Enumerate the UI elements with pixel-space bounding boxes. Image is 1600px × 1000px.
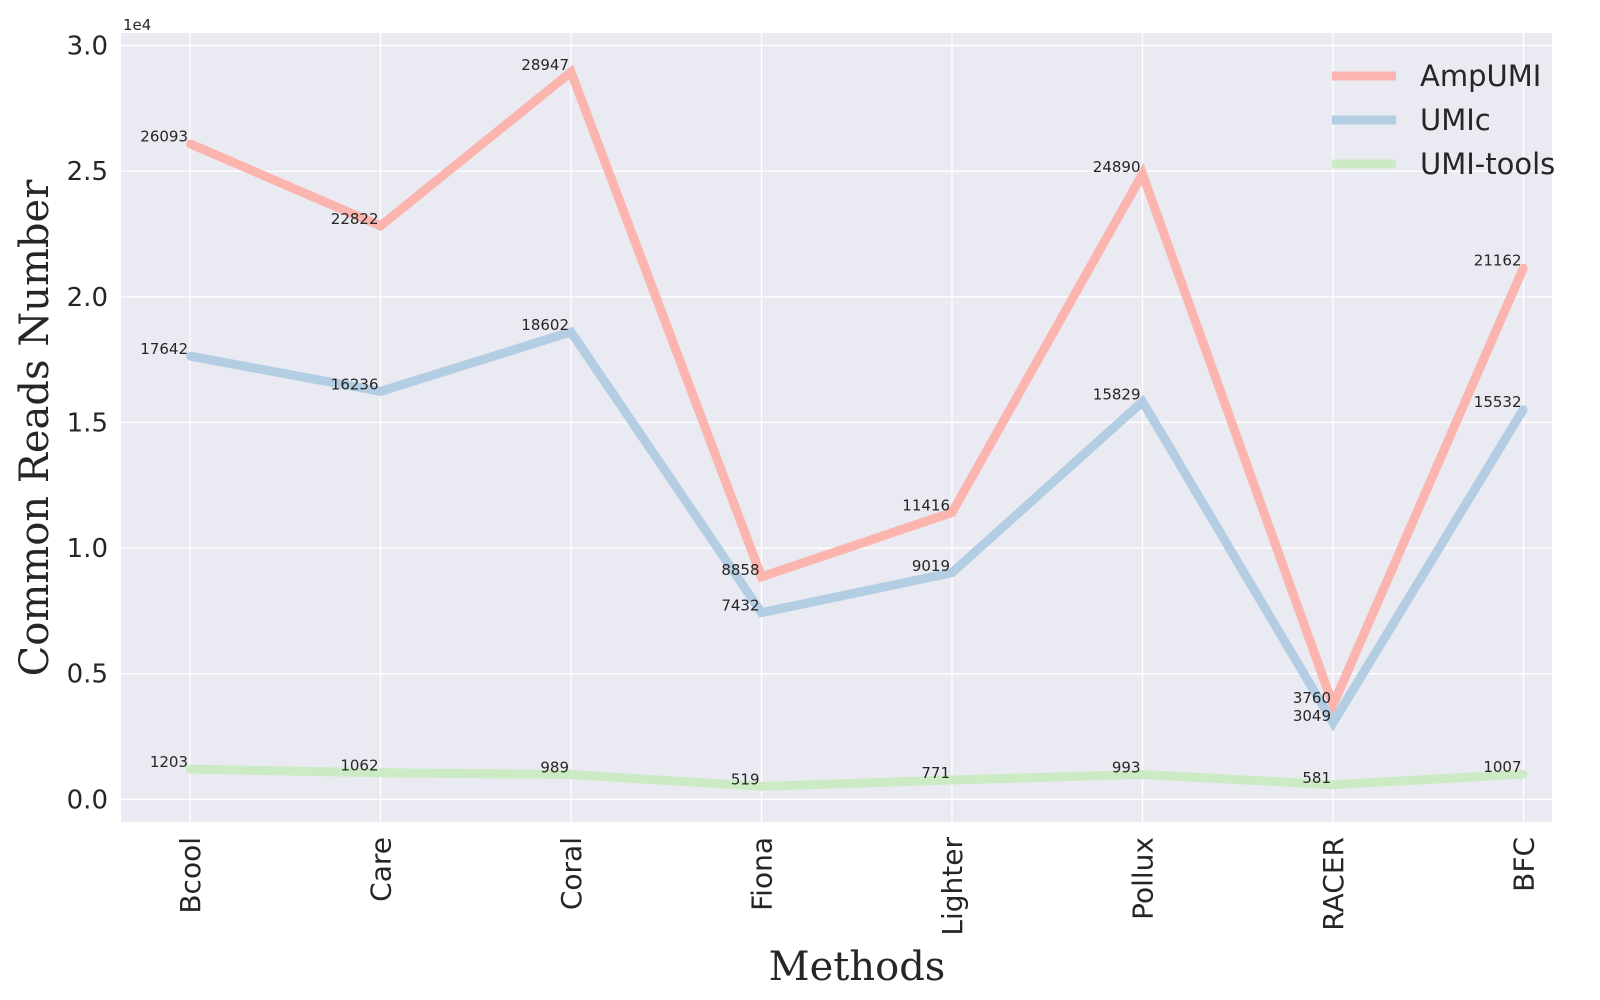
data-point bbox=[1138, 169, 1147, 178]
y-tick-label: 0.0 bbox=[67, 785, 108, 815]
legend: AmpUMI UMIc UMI-tools bbox=[1332, 59, 1555, 181]
data-point bbox=[1329, 718, 1337, 727]
data-label: 771 bbox=[921, 764, 950, 782]
data-label: 21162 bbox=[1474, 252, 1522, 270]
data-point bbox=[567, 68, 575, 77]
data-point bbox=[376, 768, 385, 777]
data-point bbox=[1138, 770, 1147, 779]
data-label: 26093 bbox=[140, 128, 188, 146]
data-point bbox=[1519, 263, 1528, 272]
data-label: 7432 bbox=[721, 597, 759, 615]
legend-label: AmpUMI bbox=[1420, 59, 1541, 93]
data-point bbox=[757, 782, 766, 791]
data-point bbox=[1329, 700, 1337, 709]
x-tick-label: BFC bbox=[1508, 837, 1541, 892]
x-axis-ticks: Bcool Care Coral Fiona Lighter Pollux RACER BFC bbox=[174, 837, 1541, 936]
data-point bbox=[948, 508, 956, 517]
y-tick-label: 1.5 bbox=[67, 408, 108, 438]
data-label: 519 bbox=[731, 770, 760, 788]
legend-label: UMI-tools bbox=[1420, 147, 1555, 181]
x-tick-label: Coral bbox=[555, 837, 588, 910]
x-tick-label: Bcool bbox=[174, 837, 207, 914]
x-tick-label: RACER bbox=[1317, 837, 1350, 931]
data-point bbox=[1138, 397, 1147, 406]
data-label: 1062 bbox=[340, 757, 378, 775]
y-tick-label: 1.0 bbox=[67, 534, 108, 564]
data-point bbox=[948, 568, 956, 577]
data-label: 3760 bbox=[1293, 689, 1331, 707]
data-label: 3049 bbox=[1293, 707, 1331, 725]
data-label: 28947 bbox=[521, 56, 569, 74]
data-labels: 26093 22822 28947 8858 11416 24890 3760 21162 17… bbox=[140, 56, 1521, 788]
x-tick-label: Care bbox=[365, 837, 398, 902]
y-axis-ticks: 0.0 0.5 1.0 1.5 2.0 2.5 3.0 bbox=[67, 32, 108, 816]
data-point bbox=[567, 327, 575, 336]
y-offset-label: 1e4 bbox=[123, 16, 151, 34]
data-point bbox=[376, 387, 385, 396]
series-line-ampumi bbox=[188, 64, 1528, 718]
legend-label: UMIc bbox=[1420, 103, 1491, 137]
x-axis-title: Methods bbox=[769, 944, 946, 990]
data-label: 24890 bbox=[1093, 158, 1141, 176]
x-tick-label: Fiona bbox=[746, 837, 779, 911]
data-label: 18602 bbox=[521, 316, 569, 334]
data-label: 17642 bbox=[140, 340, 188, 358]
data-point bbox=[186, 352, 194, 361]
data-label: 15829 bbox=[1093, 386, 1141, 404]
series-line-umic bbox=[189, 326, 1528, 732]
data-label: 15532 bbox=[1474, 393, 1522, 411]
data-label: 11416 bbox=[902, 497, 950, 515]
data-point bbox=[186, 139, 194, 148]
data-label: 993 bbox=[1112, 758, 1141, 776]
data-point bbox=[376, 221, 385, 230]
data-point bbox=[1519, 405, 1528, 414]
y-tick-label: 2.5 bbox=[67, 157, 108, 187]
y-tick-label: 3.0 bbox=[67, 32, 108, 62]
data-label: 1007 bbox=[1483, 758, 1521, 776]
data-label: 22822 bbox=[331, 210, 379, 228]
data-point bbox=[757, 608, 766, 617]
data-label: 16236 bbox=[331, 375, 379, 393]
x-tick-label: Lighter bbox=[936, 837, 969, 936]
data-label: 8858 bbox=[721, 561, 759, 579]
data-point bbox=[757, 572, 766, 581]
data-label: 581 bbox=[1302, 769, 1331, 787]
y-tick-label: 2.0 bbox=[67, 283, 108, 313]
y-axis-title: Common Reads Number bbox=[12, 179, 58, 677]
data-point bbox=[948, 776, 956, 785]
x-tick-label: Pollux bbox=[1127, 837, 1160, 920]
data-point bbox=[186, 765, 194, 774]
data-point bbox=[567, 770, 575, 779]
data-point bbox=[1519, 770, 1528, 779]
y-tick-label: 0.5 bbox=[67, 660, 108, 690]
data-label: 9019 bbox=[912, 557, 950, 575]
data-point bbox=[1329, 780, 1337, 789]
series-lines bbox=[186, 64, 1528, 791]
data-label: 1203 bbox=[150, 753, 188, 771]
data-label: 989 bbox=[540, 759, 569, 777]
series-line-umi-tools bbox=[189, 764, 1524, 791]
